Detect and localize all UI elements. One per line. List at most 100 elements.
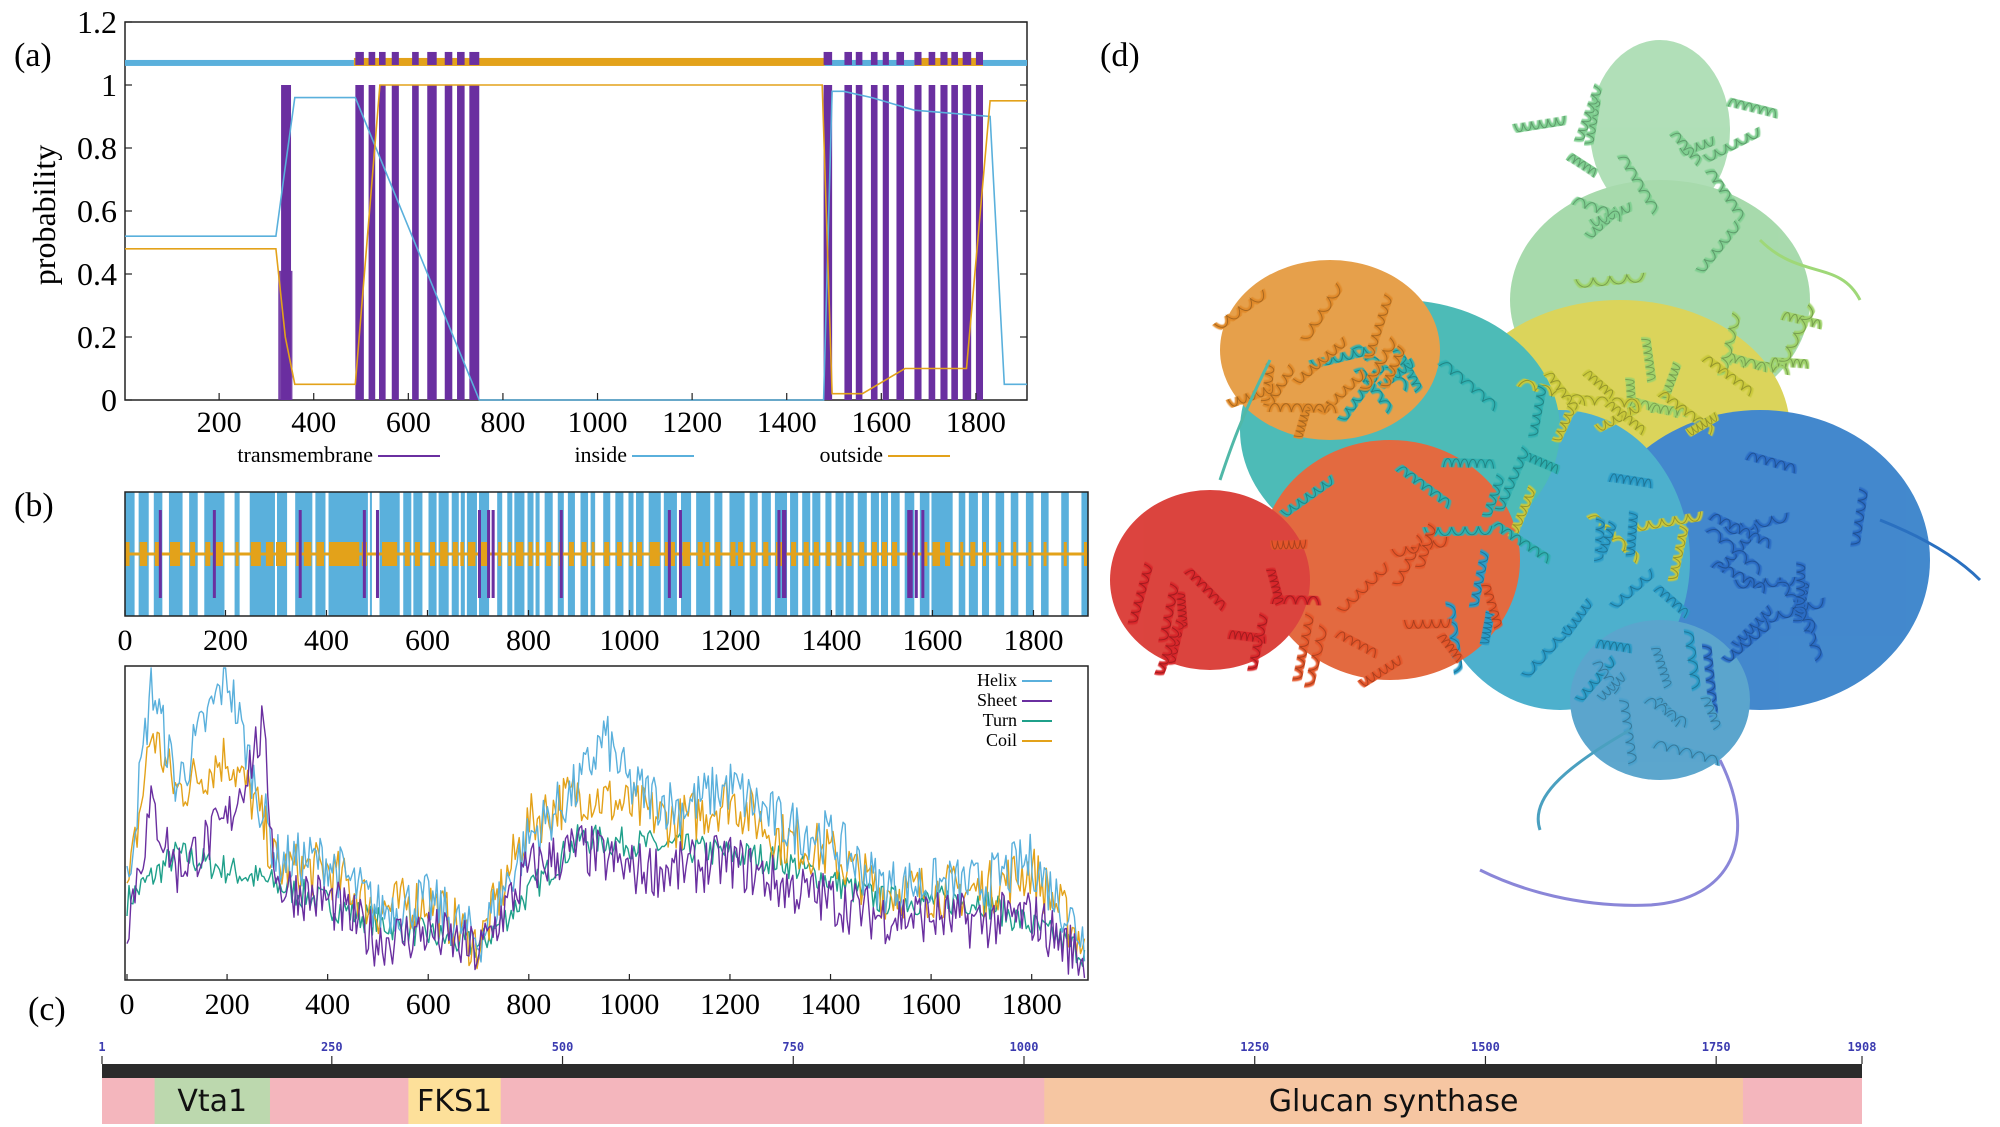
- b-top-xtick-label-5: 1000: [599, 624, 659, 657]
- helix-ribbon-0-7: [1588, 200, 1633, 229]
- topo-tm-5: [412, 51, 419, 65]
- domain-label-1: FKS1: [417, 1084, 492, 1119]
- coil-block-20: [440, 542, 448, 566]
- coil-block-34: [591, 542, 595, 566]
- helix-ribbon-edge-2-9: [1686, 412, 1717, 436]
- tm-segment-11: [844, 85, 852, 400]
- helix-ribbon-edge-2-10: [1544, 372, 1578, 413]
- tm-segment-19: [951, 85, 958, 400]
- helix-ribbon-8-8: [1152, 625, 1181, 676]
- sheet-block-1: [212, 510, 216, 598]
- helix-ribbon-edge-5-14: [1494, 447, 1528, 510]
- coil-block-3: [169, 542, 181, 566]
- helix-ribbon-3-10: [1707, 512, 1772, 551]
- helix-ribbon-edge-1-4: [1641, 338, 1656, 382]
- helix-ribbon-edge-9-2: [1644, 698, 1687, 728]
- helix-ribbon-1-2: [1779, 310, 1823, 332]
- helix-ribbon-edge-5-2: [1482, 474, 1504, 516]
- helix-ribbon-edge-8-6: [1127, 563, 1152, 623]
- helix-ribbon-0-9: [1677, 134, 1716, 158]
- ruler-label-7: 1750: [1702, 1040, 1731, 1054]
- helix-ribbon-8-4: [1156, 581, 1180, 643]
- helix-ribbon-edge-0-10: [1727, 98, 1776, 119]
- helix-ribbon-edge-1-11: [1651, 404, 1686, 418]
- legend-coil: Coil: [986, 730, 1017, 750]
- helix-ribbon-edge-0-2: [1703, 127, 1759, 161]
- coil-block-33: [581, 542, 587, 566]
- domain-blocks: Vta1 FKS1 Glucan synthase: [154, 1078, 1743, 1124]
- probability-lines: [125, 84, 1027, 401]
- b-top-xtick-label-7: 1400: [801, 624, 861, 657]
- coil-block-62: [932, 542, 941, 566]
- ytick-label-4: 0.8: [77, 130, 117, 166]
- coil-block-50: [791, 542, 797, 566]
- helix-ribbon-5-9: [1278, 473, 1335, 518]
- coil-block-55: [846, 542, 852, 566]
- helix-ribbon-8-1: [1226, 628, 1267, 646]
- panel-c-domain-map: Vta1 FKS1 Glucan synthase 1 250 500 750 1000 12…: [98, 1040, 1876, 1124]
- coil-block-48: [763, 542, 769, 566]
- helix-ribbon-9-6: [1698, 695, 1723, 732]
- helix-ribbon-edge-2-4: [1518, 379, 1586, 406]
- helix-ribbon-edge-3-12: [1795, 563, 1806, 606]
- helix-ribbon-4-12: [1595, 519, 1618, 555]
- helix-ribbon-9-2: [1642, 696, 1689, 730]
- topo-tm-19: [951, 51, 958, 65]
- sheet-block-4: [375, 510, 379, 598]
- coil-block-14: [329, 542, 360, 566]
- helix-ribbon-edge-3-15: [1850, 488, 1868, 545]
- ytick-label-6: 1.2: [77, 4, 117, 40]
- helix-ribbon-6-10: [1298, 281, 1343, 341]
- helix-ribbon-0-5: [1703, 168, 1746, 224]
- domain-block-1: [408, 1078, 501, 1124]
- panel-a-label: (a): [14, 37, 52, 74]
- tm-segment-1: [355, 85, 364, 400]
- helix-ribbon-2-9: [1684, 410, 1719, 438]
- coil-block-7: [235, 542, 239, 566]
- helix-ribbon-6-3: [1290, 335, 1347, 385]
- topo-tm-18: [940, 51, 948, 65]
- helix-ribbon-edge-5-15: [1310, 344, 1375, 368]
- helix-ribbon-edge-4-10: [1469, 551, 1489, 606]
- transmembrane-bars: [278, 85, 984, 400]
- helix-ribbon-edge-3-11: [1776, 581, 1816, 634]
- helix-ribbon-4-7: [1623, 510, 1640, 558]
- coil-block-59: [892, 542, 898, 566]
- topo-tm-20: [962, 51, 972, 65]
- helix-ribbon-2-11: [1632, 509, 1703, 533]
- propensity-line-sheet: [126, 705, 1086, 979]
- helix-ribbon-edge-5-9: [1280, 475, 1333, 516]
- b-bottom-xtick-label-3: 600: [406, 988, 451, 1021]
- coil-block-37: [629, 542, 633, 566]
- helix-ribbon-4-10: [1467, 549, 1491, 608]
- sheet-block-15: [909, 510, 913, 598]
- coil-block-22: [460, 542, 464, 566]
- helix-ribbon-edge-5-1: [1443, 458, 1495, 469]
- coil-block-16: [382, 542, 398, 566]
- coil-block-47: [750, 542, 756, 566]
- legend-helix: Helix: [977, 670, 1017, 690]
- helix-ribbon-5-15: [1308, 342, 1377, 370]
- helix-ribbon-edge-3-3: [1746, 452, 1795, 474]
- helix-ribbon-4-11: [1559, 596, 1593, 637]
- helix-ribbon-edge-8-2: [1247, 614, 1268, 669]
- helix-ribbon-4-8: [1676, 629, 1702, 692]
- ruler-label-8: 1908: [1848, 1040, 1877, 1054]
- helix-ribbon-6-7: [1225, 381, 1276, 409]
- helix-ribbon-8-6: [1125, 561, 1154, 625]
- helix-ribbon-edge-8-8: [1154, 627, 1179, 674]
- helix-ribbon-edge-4-13: [1609, 473, 1652, 489]
- helix-ribbon-edge-1-2: [1781, 312, 1821, 330]
- topo-tm-7: [444, 51, 453, 65]
- topo-inside-2: [983, 59, 1027, 66]
- xtick-label-5: 1200: [662, 406, 722, 439]
- topo-inside-0: [125, 59, 354, 66]
- helix-ribbon-6-8: [1362, 292, 1394, 359]
- legend-a: transmembrane inside outside: [237, 442, 950, 467]
- coil-block-2: [154, 542, 160, 566]
- helix-ribbon-edge-1-7: [1778, 304, 1814, 362]
- domain-label-2: Glucan synthase: [1269, 1084, 1519, 1119]
- panel-b-structure-track: 0 200 400 600 800 1000 1200 1400 1600 1800: [118, 491, 1089, 657]
- line-inside: [125, 90, 1027, 401]
- helix-ribbon-0-13: [1570, 196, 1623, 224]
